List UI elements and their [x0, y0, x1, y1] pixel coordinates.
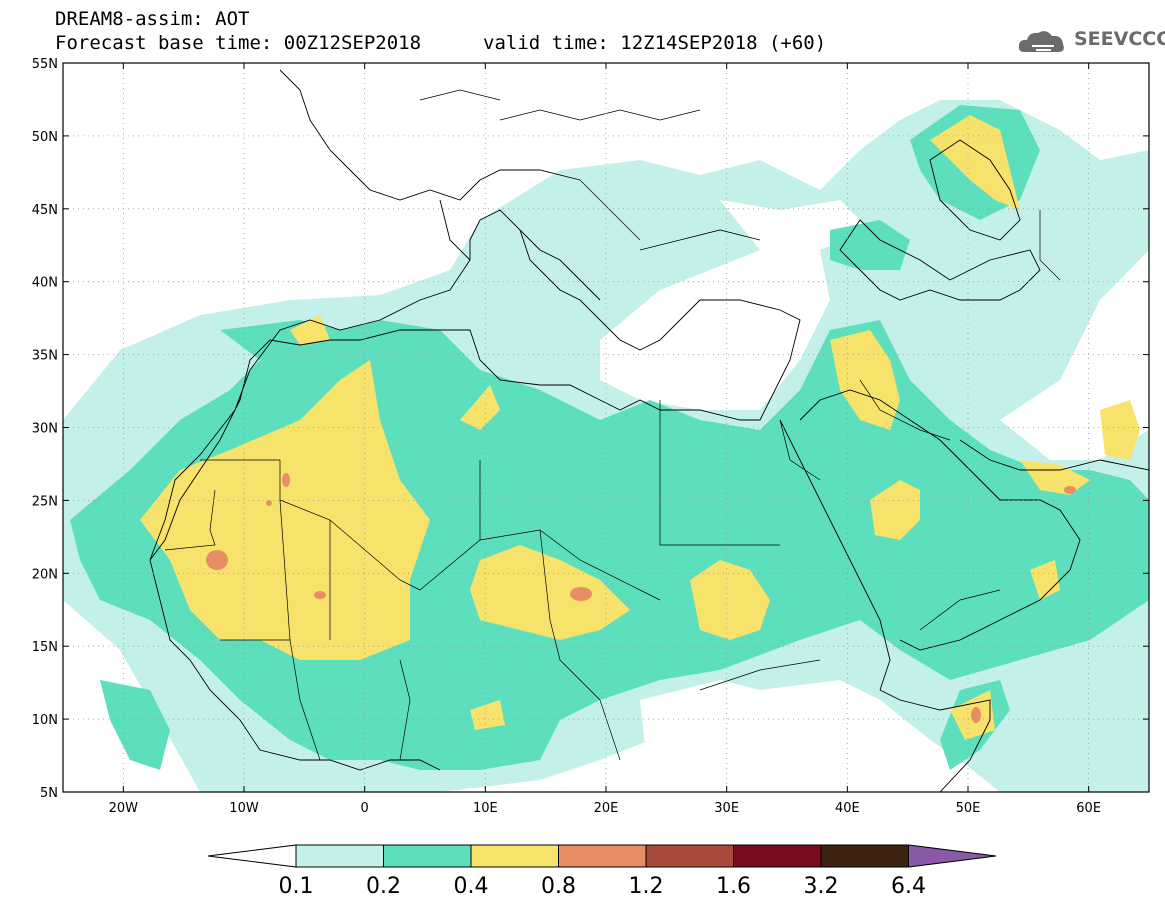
colorbar-label: 0.4: [454, 874, 489, 899]
lat-label: 15N: [32, 640, 58, 655]
longitude-labels: 20W 10W 0 10E 20E 30E 40E 50E 60E: [109, 801, 1101, 816]
colorbar-box: [733, 844, 822, 868]
colorbar-box: [470, 844, 559, 868]
colorbar-label: 3.2: [804, 874, 839, 899]
lon-label: 0: [361, 801, 369, 816]
coastlines: [149, 69, 1149, 792]
colorbar-labels: 0.1 0.2 0.4 0.8 1.2 1.6 3.2 6.4: [279, 874, 927, 899]
colorbar-label: 0.2: [366, 874, 401, 899]
lat-label: 40N: [32, 276, 58, 291]
lat-label: 50N: [32, 130, 58, 145]
lon-label: 60E: [1076, 801, 1101, 816]
lon-label: 30E: [714, 801, 739, 816]
lat-label: 45N: [32, 203, 58, 218]
valid-time: valid time: 12Z14SEP2018 (+60): [483, 32, 827, 54]
aot-field: [63, 63, 1149, 792]
lat-label: 55N: [32, 57, 58, 72]
grid-lines: [63, 63, 1149, 792]
colorbar-right-arrow: [908, 844, 997, 868]
forecast-base-time: Forecast base time: 00Z12SEP2018: [55, 32, 422, 54]
colorbar-label: 0.1: [279, 874, 314, 899]
lon-label: 50E: [956, 801, 981, 816]
chart-title: DREAM8-assim: AOT: [55, 8, 250, 30]
lon-label: 20E: [594, 801, 619, 816]
colorbar-box: [295, 844, 384, 868]
latitude-labels: 55N 50N 45N 40N 35N 30N 25N 20N 15N 10N 5N: [32, 57, 58, 801]
aot-band-0.4: [140, 360, 430, 660]
lat-label: 35N: [32, 349, 58, 364]
colorbar-label: 0.8: [541, 874, 576, 899]
colorbar-box: [820, 844, 909, 868]
axis-ticks: [63, 62, 1149, 793]
colorbar-label: 1.2: [629, 874, 664, 899]
clear-area-mediterranean: [600, 250, 830, 410]
lat-label: 25N: [32, 494, 58, 509]
colorbar-left-arrow: [207, 844, 297, 868]
lat-label: 20N: [32, 567, 58, 582]
aot-band-0.8: [206, 550, 228, 570]
country-borders: [164, 89, 1061, 761]
lat-label: 10N: [32, 713, 58, 728]
colorbar-box: [383, 844, 472, 868]
logo-text: SEEVCCC: [1074, 28, 1165, 50]
lat-label: 5N: [40, 786, 58, 801]
colorbar-label: 1.6: [716, 874, 751, 899]
lon-label: 20W: [109, 801, 139, 816]
seevccc-cloud-logo-icon: [1018, 31, 1064, 52]
lon-label: 10E: [473, 801, 498, 816]
colorbar-box: [558, 844, 647, 868]
colorbar-boxes: [207, 844, 997, 868]
colorbar-label: 6.4: [891, 874, 926, 899]
lat-label: 30N: [32, 422, 58, 437]
colorbar-box: [645, 844, 734, 868]
lon-label: 40E: [835, 801, 860, 816]
lon-label: 10W: [229, 801, 259, 816]
